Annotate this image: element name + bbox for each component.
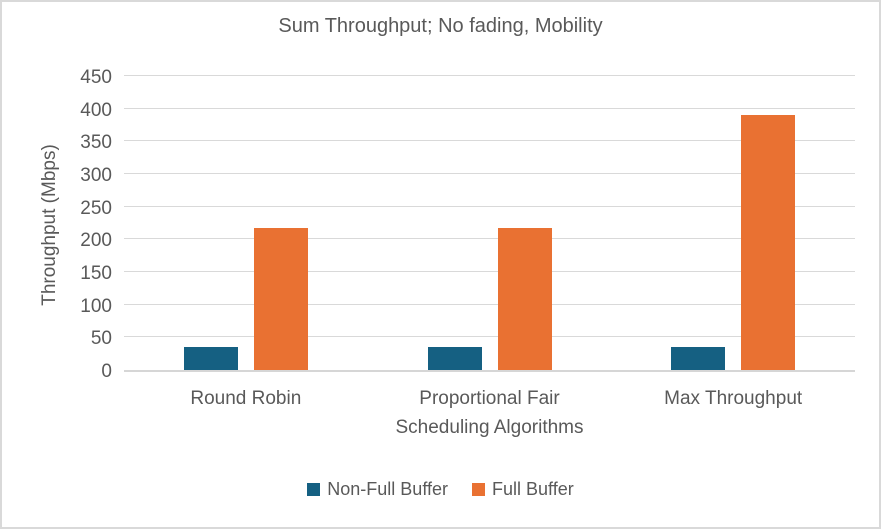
- gridline-150: [124, 271, 855, 272]
- legend-item-non-full-buffer: Non-Full Buffer: [307, 479, 448, 500]
- x-axis-title: Scheduling Algorithms: [395, 417, 584, 438]
- y-tick-label-250: 250: [80, 197, 112, 219]
- x-category-label-max-throughput: Max Throughput: [664, 388, 803, 409]
- legend-label: Non-Full Buffer: [327, 479, 448, 499]
- legend-label: Full Buffer: [492, 479, 574, 499]
- y-tick-label-50: 50: [90, 328, 112, 350]
- bar-non-full-buffer-proportional-fair: [427, 347, 482, 370]
- y-tick-label-400: 400: [80, 99, 112, 121]
- bar-non-full-buffer-round-robin: [183, 347, 238, 370]
- legend: Non-Full Buffer Full Buffer: [2, 479, 879, 500]
- y-tick-label-200: 200: [80, 230, 112, 252]
- legend-swatch-icon: [472, 483, 485, 496]
- bar-full-buffer-proportional-fair: [497, 228, 552, 370]
- gridline-250: [124, 205, 855, 207]
- legend-item-full-buffer: Full Buffer: [472, 479, 574, 500]
- y-tick-label-150: 150: [80, 263, 112, 284]
- y-tick-label-450: 450: [80, 67, 112, 88]
- gridline-300: [124, 173, 855, 174]
- y-tick-label-300: 300: [80, 165, 112, 186]
- bar-full-buffer-round-robin: [253, 227, 308, 370]
- x-category-label-round-robin: Round Robin: [190, 388, 302, 409]
- bar-non-full-buffer-max-throughput: [671, 347, 726, 370]
- x-category-label-proportional-fair: Proportional Fair: [419, 388, 560, 409]
- gridline-400: [124, 107, 855, 109]
- legend-swatch-icon: [307, 483, 321, 496]
- y-tick-label-100: 100: [80, 295, 112, 317]
- gridline-350: [124, 140, 855, 142]
- gridline-100: [124, 303, 855, 305]
- gridline-200: [124, 238, 855, 240]
- bar-full-buffer-max-throughput: [741, 115, 796, 370]
- gridline-50: [124, 336, 855, 338]
- plot-area: [124, 75, 855, 372]
- chart-title: Sum Throughput; No fading, Mobility: [278, 15, 603, 37]
- gridline-450: [124, 75, 855, 76]
- y-tick-label-0: 0: [101, 361, 112, 382]
- y-tick-label-350: 350: [80, 132, 112, 154]
